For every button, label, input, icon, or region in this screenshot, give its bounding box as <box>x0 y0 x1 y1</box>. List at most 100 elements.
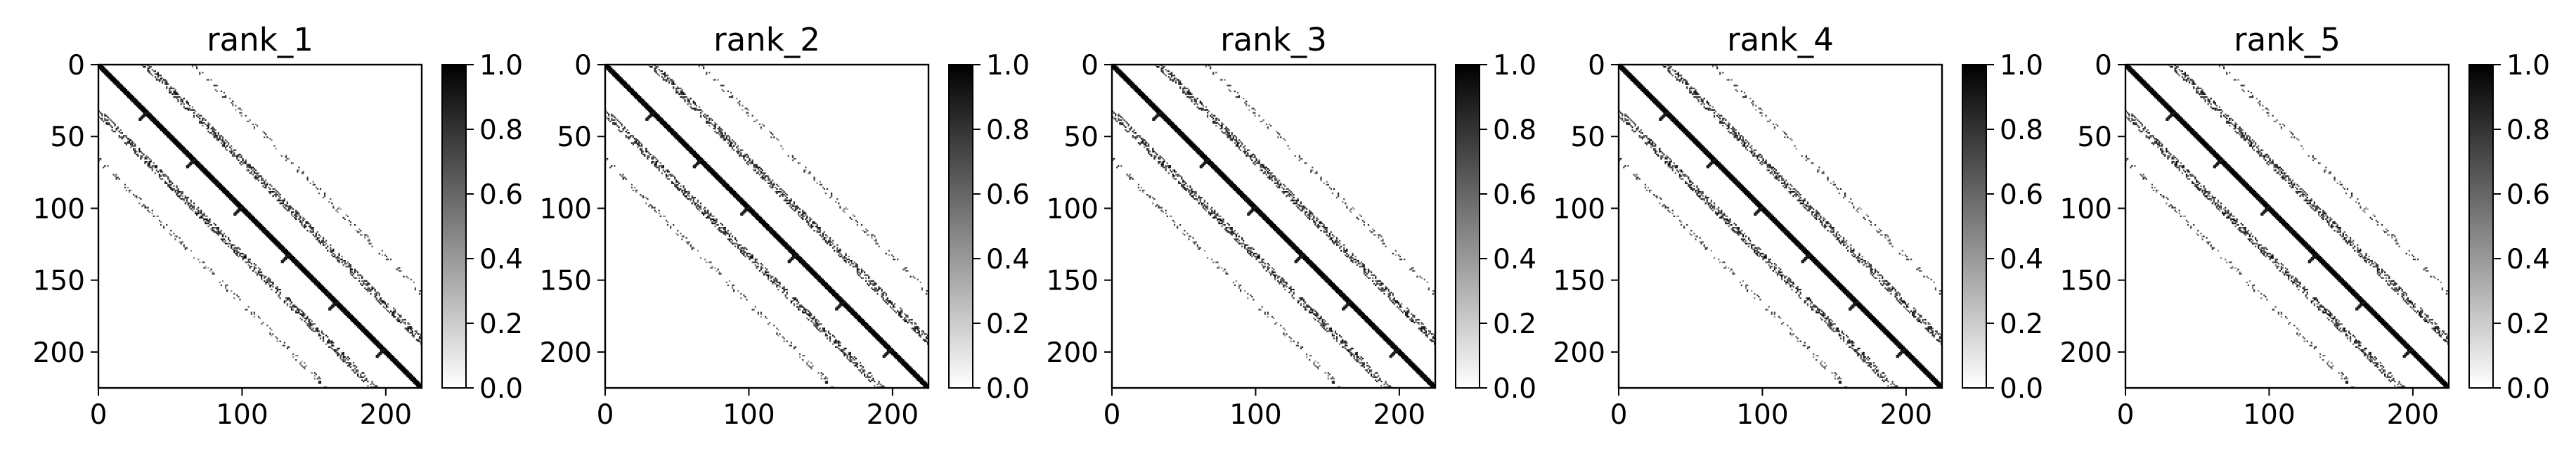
matrix-cell <box>791 159 794 162</box>
matrix-cell <box>304 270 306 272</box>
matrix-cell <box>262 225 264 228</box>
matrix-cell <box>104 113 106 115</box>
matrix-cell <box>790 260 792 262</box>
matrix-cell <box>830 290 833 292</box>
matrix-cell <box>290 259 293 261</box>
matrix-cell <box>269 332 271 334</box>
matrix-cell <box>799 259 801 261</box>
matrix-cell <box>297 211 299 213</box>
matrix-cell <box>133 145 135 147</box>
matrix-cell <box>256 124 259 127</box>
matrix-cell <box>739 103 741 105</box>
matrix-cell <box>758 221 760 223</box>
matrix-cell <box>360 234 362 236</box>
matrix-cell <box>166 132 168 134</box>
matrix-cell <box>772 186 774 189</box>
matrix-cell <box>645 105 647 107</box>
matrix-cell <box>677 139 679 141</box>
matrix-cell <box>374 288 376 291</box>
matrix-cell <box>144 109 146 111</box>
matrix-cell <box>150 73 152 75</box>
matrix-cell <box>318 335 321 337</box>
matrix-cell <box>167 132 169 134</box>
matrix-cell <box>216 182 218 184</box>
matrix-cell <box>780 145 782 147</box>
matrix-cell <box>816 277 818 279</box>
matrix-cell <box>295 311 297 313</box>
matrix-cell <box>849 264 851 266</box>
matrix-cell <box>235 247 237 249</box>
matrix-cell <box>262 230 264 232</box>
matrix-cell <box>621 79 623 81</box>
matrix-cell <box>388 311 391 313</box>
matrix-cell <box>845 307 847 309</box>
matrix-cell <box>721 181 723 183</box>
matrix-cell <box>231 200 233 202</box>
matrix-cell <box>137 103 139 105</box>
matrix-cell <box>706 162 708 164</box>
matrix-cell <box>687 99 689 101</box>
matrix-cell <box>718 178 720 180</box>
matrix-cell <box>697 164 699 166</box>
matrix-cell <box>648 205 650 207</box>
matrix-cell <box>747 252 749 255</box>
matrix-cell <box>761 264 764 266</box>
matrix-cell <box>418 337 421 339</box>
matrix-cell <box>727 139 730 141</box>
matrix-cell <box>327 290 329 292</box>
matrix-cell <box>381 254 383 257</box>
matrix-cell <box>673 182 675 184</box>
matrix-cell <box>697 208 699 210</box>
matrix-cell <box>273 237 276 239</box>
matrix-cell <box>865 274 867 276</box>
matrix-cell <box>791 297 794 299</box>
matrix-cell <box>670 126 672 129</box>
matrix-cell <box>690 149 692 151</box>
matrix-cell <box>797 309 800 311</box>
matrix-cell <box>765 225 768 228</box>
matrix-cell <box>180 149 182 151</box>
matrix-cell <box>737 198 739 200</box>
matrix-cell <box>734 190 737 193</box>
matrix-cell <box>868 280 870 282</box>
matrix-cell <box>668 80 671 82</box>
matrix-cell <box>845 303 847 305</box>
matrix-cell <box>749 159 751 162</box>
matrix-cell <box>786 244 788 246</box>
matrix-cell <box>407 375 409 377</box>
matrix-cell <box>115 176 117 178</box>
matrix-cell <box>780 238 782 240</box>
matrix-cell <box>345 358 347 360</box>
matrix-cell <box>283 251 285 254</box>
matrix-cell <box>727 186 730 189</box>
matrix-cell <box>410 327 412 330</box>
matrix-cell <box>268 186 270 189</box>
matrix-cell <box>245 209 247 212</box>
matrix-cell <box>221 186 224 189</box>
matrix-cell <box>724 132 726 134</box>
matrix-cell <box>397 366 399 368</box>
matrix-cell <box>912 275 914 278</box>
matrix-cell <box>334 300 336 302</box>
matrix-cell <box>731 146 734 148</box>
matrix-cell <box>768 277 770 279</box>
matrix-cell <box>823 285 825 288</box>
matrix-cell <box>221 280 224 282</box>
matrix-cell <box>357 373 359 375</box>
matrix-cell <box>739 100 741 103</box>
matrix-cell <box>285 251 287 254</box>
matrix-cell <box>107 122 109 124</box>
matrix-cell <box>187 197 189 199</box>
matrix-cell <box>721 178 723 180</box>
matrix-cell <box>125 93 128 96</box>
matrix-cell <box>364 332 366 334</box>
matrix-cell <box>261 178 263 180</box>
matrix-cell <box>287 254 290 257</box>
matrix-cell <box>202 168 204 170</box>
matrix-cell <box>694 109 696 111</box>
matrix-cell <box>348 365 350 367</box>
matrix-cell <box>247 212 250 214</box>
matrix-cell <box>608 117 610 119</box>
matrix-cell <box>292 306 295 308</box>
matrix-cell <box>782 242 784 245</box>
